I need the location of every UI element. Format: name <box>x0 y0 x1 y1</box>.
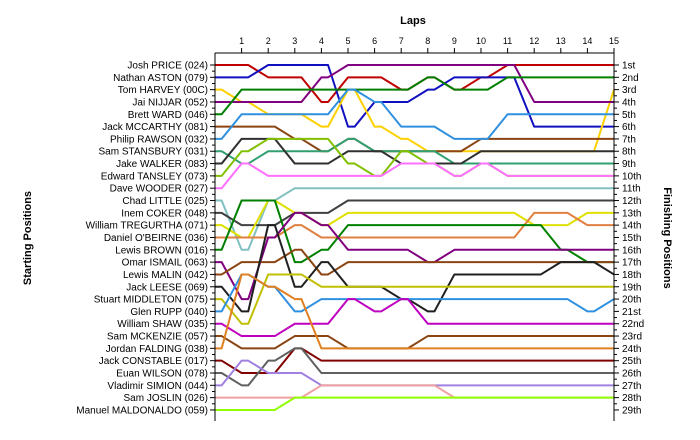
start-label-28: Sam JOSLIN (026) <box>124 393 208 404</box>
start-label-7: Philip RAWSON (032) <box>110 134 208 145</box>
finish-label-20: 20th <box>622 295 641 306</box>
series-layer <box>215 64 615 411</box>
finish-label-16: 16th <box>622 245 641 256</box>
series-line-16 <box>215 199 614 264</box>
finish-label-27: 27th <box>622 381 641 392</box>
x-tick-label-14: 14 <box>582 36 592 46</box>
finish-label-10: 10th <box>622 171 641 182</box>
x-tick-label-13: 13 <box>556 36 566 46</box>
x-tick-label-6: 6 <box>372 36 377 46</box>
series-line-18 <box>215 248 614 276</box>
series-line-22 <box>215 298 614 338</box>
series-line-26 <box>215 347 614 387</box>
finish-label-9: 9th <box>622 159 636 170</box>
start-label-2: Nathan ASTON (079) <box>113 73 208 84</box>
series-line-29 <box>215 396 614 411</box>
finish-label-6: 6th <box>622 122 636 133</box>
start-label-24: Jordan FALDING (038) <box>106 344 208 355</box>
start-label-12: Chad LITTLE (025) <box>122 196 208 207</box>
series-line-5 <box>215 76 614 116</box>
finish-label-2: 2nd <box>622 73 639 84</box>
x-tick-label-7: 7 <box>399 36 404 46</box>
finish-label-3: 3rd <box>622 85 636 96</box>
x-tick-label-5: 5 <box>345 36 350 46</box>
start-label-8: Sam STANSBURY (031) <box>99 147 208 158</box>
finish-label-18: 18th <box>622 270 641 281</box>
series-line-4 <box>215 64 614 103</box>
x-tick-label-11: 11 <box>503 36 512 46</box>
start-label-25: Jack CONSTABLE (017) <box>99 356 208 367</box>
series-line-1 <box>215 64 614 103</box>
x-tick-label-10: 10 <box>476 36 486 46</box>
start-label-11: Dave WOODER (027) <box>110 184 208 195</box>
start-label-4: Jai NIJJAR (052) <box>132 97 208 108</box>
start-label-23: Sam MCKENZIE (057) <box>107 332 208 343</box>
finish-label-12: 12th <box>622 196 641 207</box>
start-label-3: Tom HARVEY (00C) <box>118 85 208 96</box>
series-line-11 <box>215 162 614 190</box>
start-label-29: Manuel MALDONALDO (059) <box>76 405 208 416</box>
x-tick-label-2: 2 <box>266 36 271 46</box>
start-label-26: Euan WILSON (078) <box>116 369 208 380</box>
finish-label-28: 28th <box>622 393 641 404</box>
start-label-6: Jack MCCARTHY (081) <box>102 122 208 133</box>
finish-label-23: 23rd <box>622 332 642 343</box>
start-label-27: Vladimir SIMION (044) <box>107 381 208 392</box>
y-axis-label-right: Finishing Positions <box>661 187 673 288</box>
finish-label-26: 26th <box>622 369 641 380</box>
y-axis-label-left: Starting Positions <box>22 191 34 285</box>
start-label-21: Glen RUPP (040) <box>130 307 208 318</box>
series-line-20 <box>215 273 614 325</box>
start-label-10: Edward TANSLEY (073) <box>101 171 208 182</box>
finish-label-29: 29th <box>622 405 641 416</box>
finish-label-11: 11th <box>622 184 641 195</box>
finish-label-21: 21st <box>622 307 641 318</box>
finish-label-19: 19th <box>622 282 641 293</box>
start-label-20: Stuart MIDDLETON (075) <box>94 295 208 306</box>
series-line-17 <box>215 211 614 301</box>
finish-label-24: 24th <box>622 344 641 355</box>
start-label-14: William TREGURTHA (071) <box>86 221 208 232</box>
finish-label-25: 25th <box>622 356 641 367</box>
start-label-16: Lewis BROWN (016) <box>115 245 208 256</box>
series-line-14 <box>215 199 614 239</box>
start-label-5: Brett WARD (046) <box>128 110 208 121</box>
x-tick-label-3: 3 <box>292 36 297 46</box>
start-label-19: Jack LEESE (069) <box>126 282 208 293</box>
start-label-22: William SHAW (035) <box>117 319 208 330</box>
start-label-1: Josh PRICE (024) <box>127 61 208 72</box>
series-line-2 <box>215 64 614 128</box>
chart-title: Laps <box>400 15 426 27</box>
finish-label-13: 13th <box>622 208 641 219</box>
finish-label-22: 22nd <box>622 319 644 330</box>
finish-label-14: 14th <box>622 221 641 232</box>
finish-label-15: 15th <box>622 233 641 244</box>
x-tick-label-9: 9 <box>452 36 457 46</box>
x-tick-label-12: 12 <box>529 36 539 46</box>
series-line-28 <box>215 384 614 399</box>
start-label-13: Inem COKER (048) <box>121 208 208 219</box>
start-label-17: Omar ISMAIL (063) <box>122 258 208 269</box>
start-label-9: Jake WALKER (083) <box>116 159 208 170</box>
finish-label-5: 5th <box>622 110 636 121</box>
x-tick-label-15: 15 <box>609 36 619 46</box>
finish-label-4: 4th <box>622 97 636 108</box>
series-line-10 <box>215 137 614 177</box>
x-tick-label-1: 1 <box>239 36 244 46</box>
start-label-18: Lewis MALIN (042) <box>123 270 208 281</box>
finish-label-8: 8th <box>622 147 636 158</box>
finish-label-1: 1st <box>622 61 636 72</box>
series-line-7 <box>215 88 614 140</box>
finish-label-7: 7th <box>622 134 636 145</box>
x-tick-label-4: 4 <box>319 36 324 46</box>
x-tick-label-8: 8 <box>425 36 430 46</box>
series-line-23 <box>215 335 614 350</box>
start-label-15: Daniel O'BEIRNE (036) <box>104 233 208 244</box>
series-line-24 <box>215 273 614 350</box>
finish-label-17: 17th <box>622 258 641 269</box>
